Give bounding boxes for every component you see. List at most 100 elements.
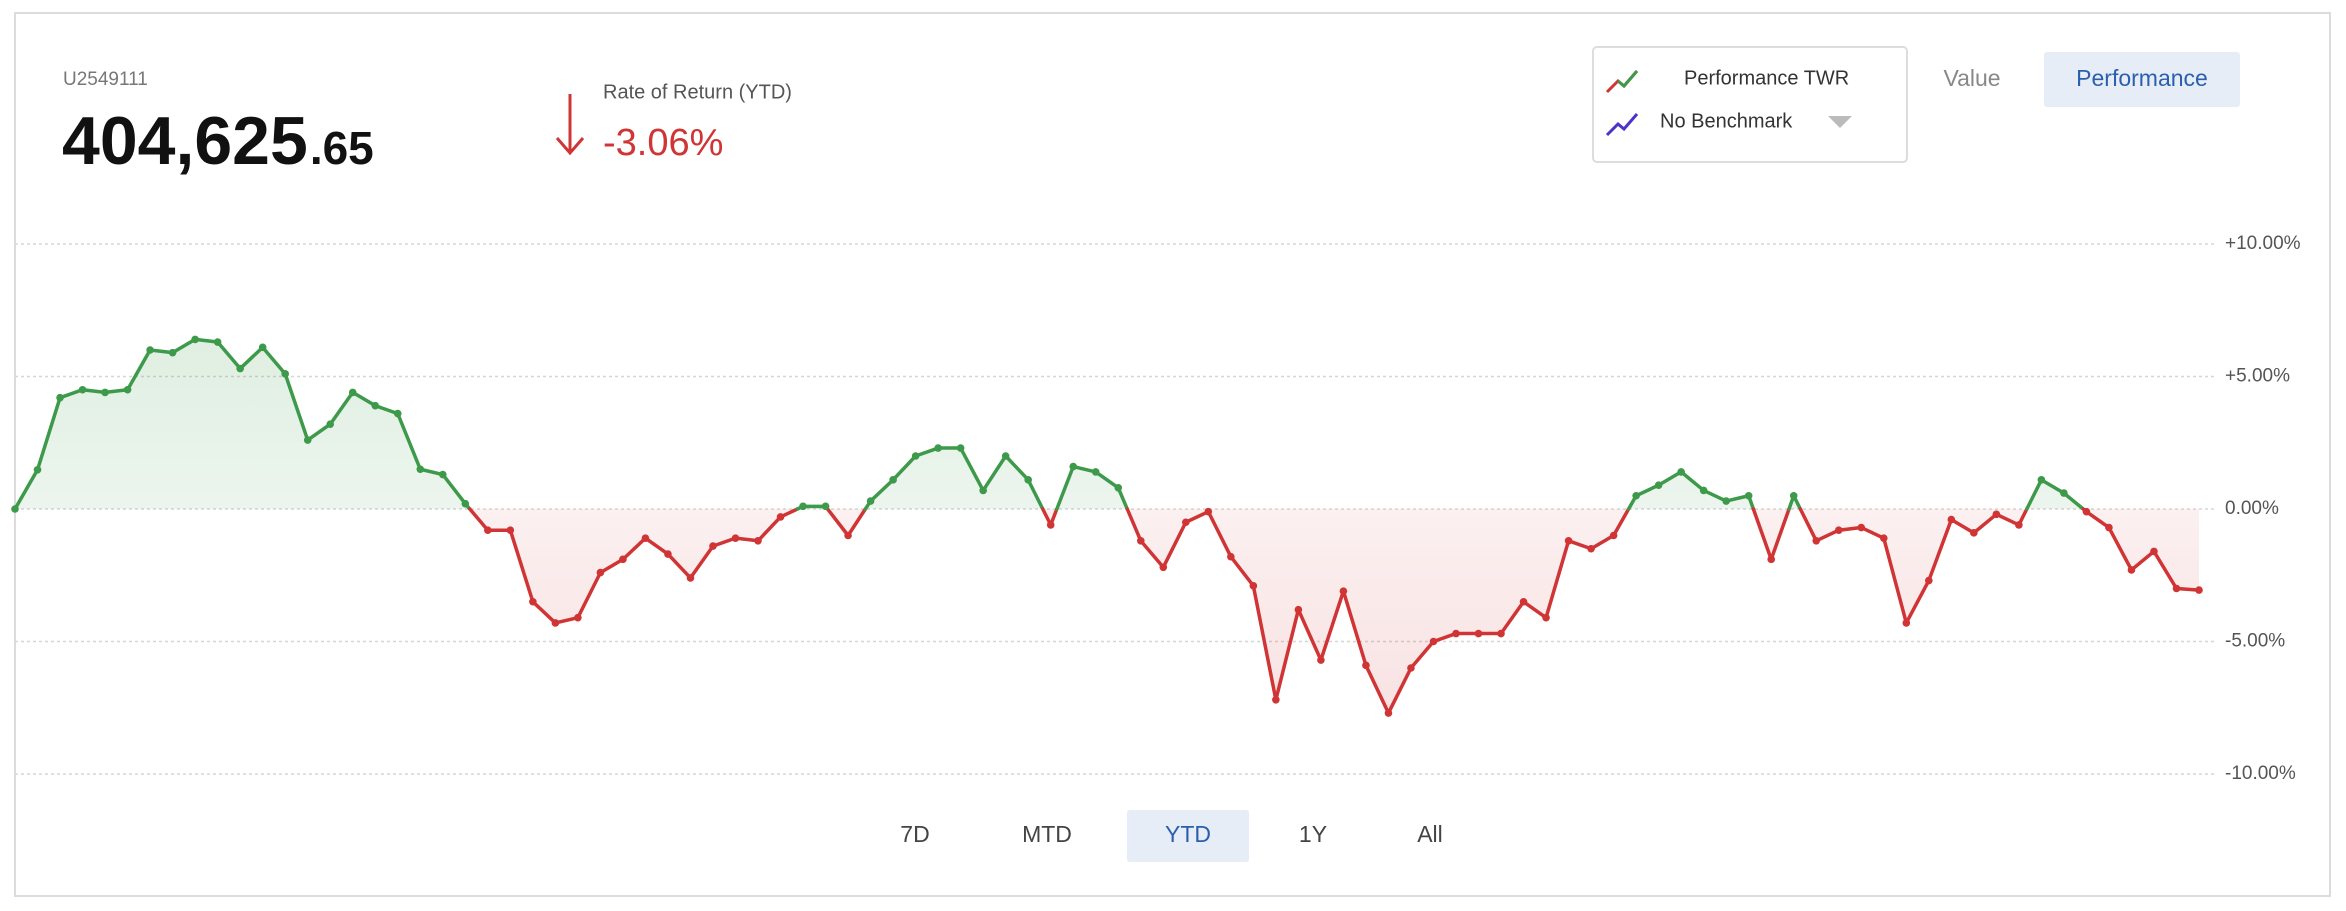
line-segment: [418, 467, 445, 477]
line-segment: [1544, 539, 1571, 620]
range-button-bg[interactable]: [1127, 810, 1249, 862]
data-point: [1970, 529, 1978, 537]
area-negative: [15, 509, 2199, 714]
data-point: [2127, 566, 2136, 574]
y-tick-label: +10.00%: [2225, 233, 2301, 254]
y-tick-label: 0.00%: [2225, 498, 2279, 519]
line-segment: [711, 536, 738, 548]
line-segment: [2039, 478, 2066, 495]
view-button[interactable]: Value: [1943, 65, 2000, 91]
dropdown-caret[interactable]: [1828, 116, 1852, 128]
return-label: Rate of Return (YTD): [603, 81, 792, 103]
data-point: [1677, 468, 1685, 476]
line-segment: [1701, 488, 1728, 503]
data-point: [78, 385, 87, 394]
line-segment: [1319, 589, 1346, 662]
range-button[interactable]: All: [1417, 821, 1443, 847]
line-segment: [1566, 539, 1593, 551]
line-segment: [1296, 607, 1323, 662]
data-point: [731, 534, 740, 542]
data-point: [2082, 507, 2091, 516]
data-point: [1407, 664, 1415, 672]
data-point: [348, 388, 357, 397]
view-button[interactable]: Performance: [2076, 65, 2208, 91]
data-point: [686, 574, 695, 582]
data-point: [1317, 656, 1325, 664]
line-segment: [170, 337, 197, 355]
data-point: [1046, 521, 1055, 529]
data-point: [213, 338, 222, 346]
line-segment: [1251, 584, 1278, 702]
line-segment: [1003, 454, 1030, 482]
data-point: [461, 499, 470, 508]
data-point: [1497, 629, 1505, 638]
data-point: [11, 505, 19, 513]
range-button[interactable]: YTD: [1165, 821, 1211, 847]
line-segment: [846, 507, 868, 538]
line-segment: [1751, 507, 1773, 562]
data-point: [934, 444, 942, 452]
line-segment: [1927, 517, 1954, 583]
data-point: [1947, 515, 1956, 524]
data-point: [1902, 619, 1911, 627]
line-segment: [1949, 517, 1976, 535]
line-segment: [1055, 464, 1075, 511]
data-point: [709, 542, 717, 550]
line-segment: [643, 536, 670, 556]
line-segment: [238, 345, 265, 371]
y-tick-label: +5.00%: [2225, 366, 2290, 387]
data-point: [1339, 587, 1348, 595]
line-segment: [598, 557, 625, 575]
data-point: [416, 465, 425, 474]
data-point: [33, 465, 42, 474]
line-segment: [2025, 478, 2044, 511]
range-button[interactable]: 7D: [900, 821, 929, 847]
data-point: [664, 550, 672, 558]
line-segment: [1274, 607, 1301, 702]
data-point: [1452, 629, 1460, 638]
data-point: [821, 502, 830, 511]
line-segment: [441, 472, 468, 506]
data-point: [1609, 531, 1618, 540]
line-segment: [215, 340, 242, 371]
line-segment: [283, 372, 310, 442]
data-point: [236, 364, 244, 373]
line-segment: [981, 454, 1008, 493]
data-point: [1699, 486, 1708, 495]
line-segment: [1769, 507, 1791, 562]
data-point: [56, 393, 64, 402]
legend-icon: [1617, 70, 1639, 89]
line-segment: [1798, 507, 1818, 543]
data-point: [303, 436, 312, 444]
line-segment: [666, 552, 693, 580]
data-point: [529, 597, 537, 606]
line-segment: [1859, 525, 1886, 540]
data-point: [1857, 523, 1866, 532]
data-point: [776, 513, 785, 521]
data-point: [1136, 537, 1145, 545]
line-segment: [1634, 483, 1661, 498]
line-segment: [531, 600, 558, 625]
data-point: [1654, 481, 1663, 489]
data-point: [596, 568, 605, 577]
range-button[interactable]: 1Y: [1299, 821, 1327, 847]
y-tick-label: -10.00%: [2225, 763, 2296, 784]
data-point: [1272, 696, 1280, 704]
view-button-bg[interactable]: [2044, 52, 2240, 107]
line-segment: [2129, 549, 2156, 572]
line-segment: [913, 446, 940, 458]
data-point: [123, 385, 132, 394]
line-segment: [1589, 533, 1616, 551]
line-segment: [1814, 528, 1841, 543]
data-point: [281, 370, 289, 378]
data-point: [326, 420, 335, 429]
line-segment: [688, 544, 715, 580]
data-point: [754, 537, 762, 545]
data-point: [574, 613, 582, 622]
data-point: [393, 409, 402, 418]
line-segment: [1229, 554, 1256, 588]
data-point: [1834, 526, 1843, 534]
data-point: [1114, 484, 1123, 492]
range-button[interactable]: MTD: [1022, 821, 1072, 847]
benchmark-label[interactable]: No Benchmark: [1660, 110, 1793, 132]
